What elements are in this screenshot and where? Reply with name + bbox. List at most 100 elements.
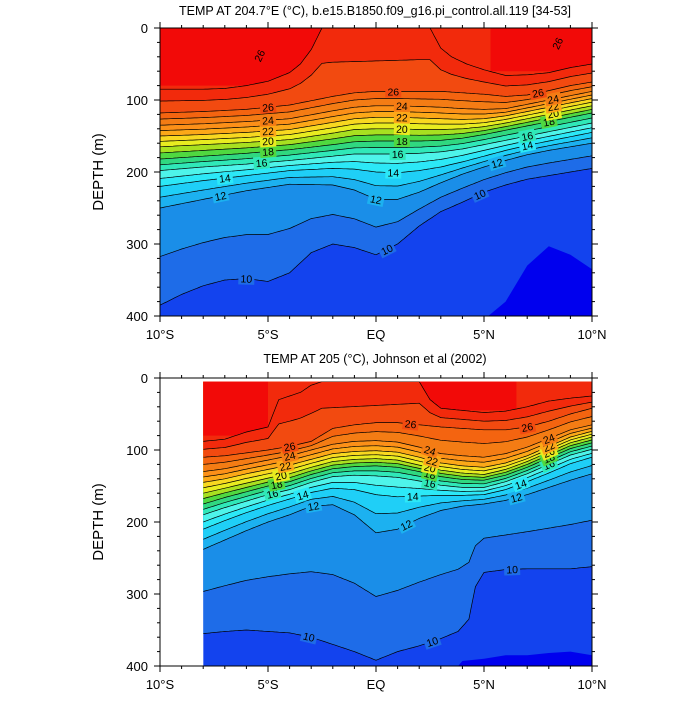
contour-line-10 <box>160 168 592 306</box>
contour-label-10: 10 <box>299 629 319 645</box>
y-tick-label: 100 <box>126 93 148 108</box>
contour-line-13 <box>203 465 592 540</box>
x-tick-label: 5°N <box>473 677 495 692</box>
x-tick-label: EQ <box>367 327 386 342</box>
contour-label-text: 12 <box>214 190 228 204</box>
contour-label-text: 12 <box>307 500 321 514</box>
contour-label-26: 26 <box>259 100 277 115</box>
contour-label-24: 24 <box>544 91 563 107</box>
contour-line-28 <box>203 381 592 442</box>
contour-line-22 <box>160 98 592 137</box>
contour-line-28 <box>160 28 592 90</box>
y-tick-label: 0 <box>141 371 148 386</box>
contour-line-11 <box>203 519 592 597</box>
contour-label-16: 16 <box>253 156 270 170</box>
contour-label-text: 12 <box>509 491 524 506</box>
x-tick-label: 10°N <box>577 677 606 692</box>
contour-label-text: 26 <box>531 87 545 101</box>
contour-label-12: 12 <box>487 155 507 172</box>
contour-label-text: 20 <box>274 469 288 483</box>
contour-line-24 <box>203 424 592 472</box>
contour-label-text: 20 <box>262 136 275 149</box>
contour-line-23 <box>160 94 592 131</box>
contour-label-26: 26 <box>518 419 537 435</box>
contour-line-12 <box>203 473 592 550</box>
contour-label-14: 14 <box>404 490 421 503</box>
contour-label-text: 14 <box>520 139 534 153</box>
contour-label-text: 24 <box>546 93 560 107</box>
contour-label-10: 10 <box>376 240 397 259</box>
contour-label-text: 12 <box>399 518 415 534</box>
panel-title: TEMP AT 205 (°C), Johnson et al (2002) <box>263 352 486 366</box>
y-tick-label: 400 <box>126 659 148 674</box>
contour-line-27 <box>160 59 592 102</box>
contour-label-text: 16 <box>255 157 268 170</box>
axes-ticks <box>154 372 598 672</box>
contour-label-text: 26 <box>404 418 417 431</box>
contour-line-21 <box>160 101 592 142</box>
contour-line-21 <box>203 433 592 489</box>
contour-label-text: 14 <box>296 489 311 504</box>
contour-lines <box>160 28 592 306</box>
contour-label-26: 26 <box>402 417 420 431</box>
contour-label-text: 10 <box>240 273 252 285</box>
contour-label-12: 12 <box>507 489 526 506</box>
contour-label-text: 10 <box>379 242 395 258</box>
x-tick-label: 10°N <box>577 327 606 342</box>
contour-label-14: 14 <box>293 487 312 504</box>
contour-label-text: 26 <box>550 36 566 52</box>
contour-line-25 <box>203 416 592 465</box>
contour-line-18 <box>160 112 592 160</box>
contour-label-text: 10 <box>472 187 488 203</box>
y-tick-label: 200 <box>126 515 148 530</box>
contour-label-22: 22 <box>259 124 277 139</box>
contour-label-26: 26 <box>528 85 548 101</box>
contour-line-27 <box>203 401 592 450</box>
contour-label-24: 24 <box>539 429 559 448</box>
contour-label-text: 12 <box>490 157 505 172</box>
contour-label-text: 18 <box>262 146 275 159</box>
contour-line-20 <box>160 105 592 148</box>
contour-label-26: 26 <box>280 438 299 454</box>
contour-label-18: 18 <box>393 135 410 148</box>
contour-label-10: 10 <box>422 633 442 650</box>
contour-label-text: 10 <box>425 635 440 650</box>
contour-label-text: 16 <box>520 130 534 144</box>
contour-label-10: 10 <box>503 563 521 576</box>
contour-label-text: 24 <box>422 444 437 459</box>
panel-observed-temperature: TEMP AT 205 (°C), Johnson et al (2002) D… <box>90 352 607 692</box>
contour-line-10 <box>203 566 592 661</box>
contour-line-13 <box>160 137 592 198</box>
contour-label-text: 26 <box>520 421 534 435</box>
contour-label-text: 14 <box>387 168 399 180</box>
contour-label-24: 24 <box>393 99 411 113</box>
contour-label-26: 26 <box>385 85 402 98</box>
x-tick-label: 5°S <box>257 327 278 342</box>
band-28 <box>490 28 592 72</box>
contour-label-text: 22 <box>262 126 275 139</box>
filled-contour-bands <box>203 381 592 666</box>
contour-label-text: 14 <box>407 491 419 503</box>
y-tick-label: 200 <box>126 165 148 180</box>
contour-label-10: 10 <box>469 185 490 203</box>
contour-label-text: 26 <box>283 440 297 454</box>
panel-title: TEMP AT 204.7°E (°C), b.e15.B1850.f09_g1… <box>179 4 571 18</box>
x-tick-label: EQ <box>367 677 386 692</box>
band-below-9 <box>458 651 592 666</box>
contour-label-14: 14 <box>216 171 234 186</box>
contour-label-12: 12 <box>366 191 386 208</box>
contour-label-text: 26 <box>387 86 399 98</box>
contour-line-18 <box>203 442 592 505</box>
contour-label-12: 12 <box>211 188 230 204</box>
contour-label-text: 24 <box>542 432 557 448</box>
contour-label-24: 24 <box>420 442 440 459</box>
contour-label-12: 12 <box>304 498 323 514</box>
contour-label-28: 26 <box>550 36 566 52</box>
contour-line-24 <box>160 91 592 126</box>
contour-label-text: 24 <box>262 115 275 128</box>
contour-label-text: 16 <box>392 149 404 161</box>
y-tick-label: 300 <box>126 587 148 602</box>
